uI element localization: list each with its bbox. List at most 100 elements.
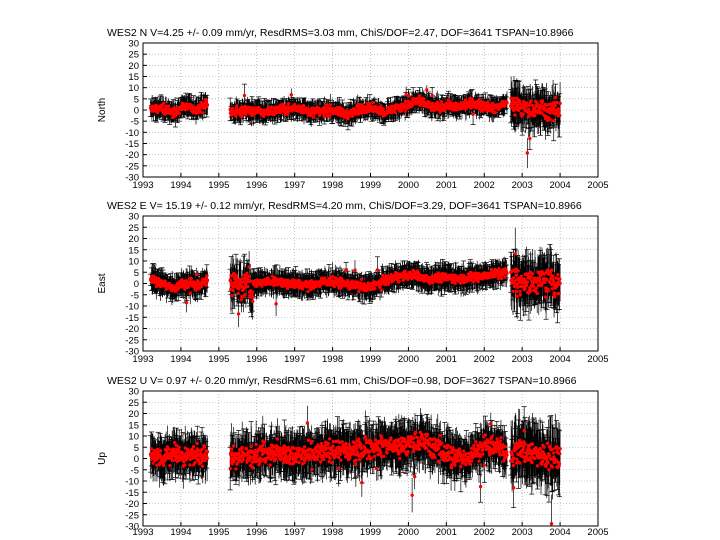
y-tick-label: 15 [128, 72, 139, 83]
data-point [552, 119, 556, 123]
x-tick-label: 1995 [208, 180, 229, 191]
data-point [325, 114, 330, 118]
data-point [470, 97, 474, 101]
data-point [471, 112, 475, 116]
data-point [548, 118, 552, 122]
y-tick-label: -10 [125, 128, 139, 139]
error-bars [148, 227, 562, 328]
data-point [439, 99, 444, 104]
data-point [516, 103, 520, 108]
data-point [493, 110, 497, 115]
data-point [527, 107, 531, 111]
data-point [161, 101, 166, 106]
data-points [148, 88, 562, 155]
data-point [521, 112, 525, 116]
y-tick-label: 10 [128, 83, 139, 94]
data-point [553, 95, 558, 100]
data-point [186, 106, 190, 111]
data-point [527, 103, 531, 107]
x-tick-label: 2005 [587, 180, 608, 191]
data-point [553, 103, 558, 108]
data-point [240, 114, 244, 119]
data-point [371, 100, 376, 105]
y-tick-label: 25 [128, 50, 139, 61]
y-axis-label: North [97, 98, 108, 122]
data-point [532, 113, 537, 118]
data-point [198, 108, 202, 113]
data-point [525, 151, 530, 155]
data-point [282, 103, 286, 107]
y-tick-label: 5 [134, 94, 139, 105]
data-point [286, 112, 290, 116]
x-tick-label: 1998 [322, 180, 343, 191]
data-point [463, 98, 468, 102]
data-point [528, 136, 532, 141]
data-point [513, 113, 517, 117]
data-point [558, 113, 562, 118]
data-point [446, 98, 451, 102]
data-point [200, 110, 205, 115]
data-point [512, 96, 516, 101]
data-point [555, 100, 559, 105]
data-point [242, 93, 247, 98]
data-point [235, 104, 239, 108]
data-point [322, 105, 327, 109]
data-point [406, 94, 411, 98]
data-point [328, 103, 333, 107]
data-point [543, 106, 547, 111]
data-point [557, 109, 561, 113]
panels: WES2 N V=4.25 +/- 0.09 mm/yr, ResdRMS=3.… [97, 27, 609, 538]
y-tick-label: -30 [125, 173, 139, 184]
data-point [302, 111, 306, 115]
x-tick-label: 2002 [474, 180, 495, 191]
data-point [529, 99, 533, 103]
x-tick-label: 1999 [360, 180, 381, 191]
data-point [505, 101, 509, 105]
data-point [491, 102, 495, 107]
data-point [486, 100, 490, 105]
data-point [346, 115, 351, 119]
x-tick-label: 1993 [132, 180, 153, 191]
data-point [322, 114, 326, 119]
data-point [540, 99, 545, 103]
data-point [381, 107, 385, 111]
data-point [469, 106, 473, 110]
data-point [234, 114, 238, 118]
data-point [166, 104, 171, 108]
data-point [266, 105, 270, 110]
data-point [204, 100, 209, 104]
panel-title: WES2 E V= 15.19 +/- 0.12 mm/yr, ResdRMS=… [107, 200, 582, 212]
data-point [403, 109, 407, 113]
data-point [312, 115, 316, 119]
panel-1: WES2 N V=4.25 +/- 0.09 mm/yr, ResdRMS=3.… [97, 27, 609, 191]
x-tick-label: 2004 [550, 180, 571, 191]
x-tick-label: 1996 [246, 180, 267, 191]
data-point [404, 99, 408, 104]
data-point [404, 92, 408, 97]
data-point [417, 94, 422, 98]
error-bars [148, 75, 562, 169]
x-tick-label: 2003 [512, 180, 533, 191]
data-point [230, 106, 235, 111]
panel-2: WES2 E V= 15.19 +/- 0.12 mm/yr, ResdRMS=… [97, 200, 609, 365]
data-point [539, 110, 544, 115]
data-point [205, 103, 210, 107]
data-point [309, 113, 313, 118]
data-point [558, 101, 562, 106]
y-tick-label: 30 [128, 39, 139, 50]
y-tick-label: -15 [125, 139, 139, 150]
y-tick-label: 0 [134, 106, 139, 117]
x-tick-label: 1994 [170, 180, 191, 191]
data-point [358, 102, 362, 107]
x-tick-label: 1997 [284, 180, 305, 191]
data-point [530, 103, 535, 108]
panel-title: WES2 N V=4.25 +/- 0.09 mm/yr, ResdRMS=3.… [107, 27, 574, 39]
x-tick-label: 2000 [398, 180, 419, 191]
y-tick-label: -25 [125, 161, 139, 172]
data-point [545, 103, 549, 107]
data-point [325, 103, 329, 107]
data-point [393, 110, 397, 114]
data-point [177, 111, 181, 116]
y-tick-label: -5 [131, 117, 139, 128]
